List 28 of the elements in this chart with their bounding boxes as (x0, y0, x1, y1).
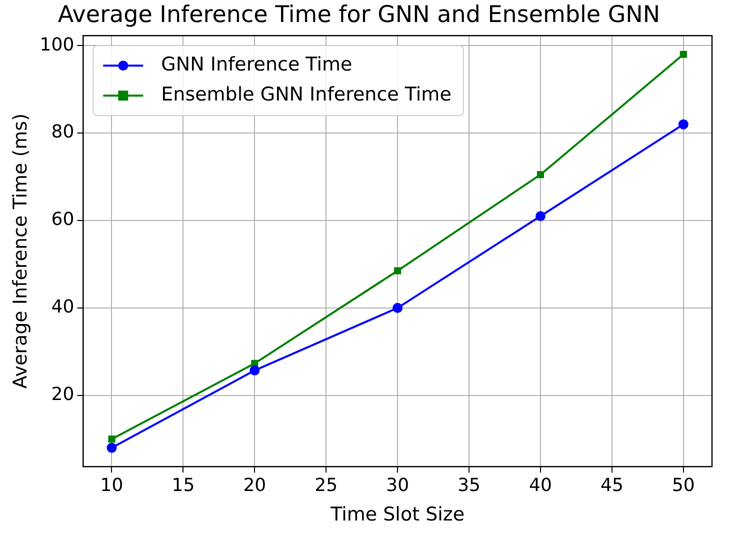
x-tick-label: 10 (100, 475, 124, 496)
y-axis-title: Average Inference Time (ms) (9, 114, 32, 389)
y-tick-label: 60 (51, 209, 74, 230)
y-tick-label: 80 (51, 122, 74, 143)
point (108, 436, 116, 443)
point (392, 302, 403, 313)
x-tick-label: 20 (243, 475, 266, 496)
point (250, 365, 260, 376)
y-tick-label: 40 (51, 296, 74, 318)
point (680, 50, 687, 58)
x-tick-label: 25 (314, 475, 338, 496)
x-tick-label: 15 (172, 475, 195, 496)
legend-label: GNN Inference Time (161, 54, 352, 76)
point (394, 267, 402, 274)
x-tick-label: 50 (672, 475, 695, 496)
x-tick-label: 35 (458, 475, 480, 496)
point (535, 211, 546, 222)
x-axis-title: Time Slot Size (330, 504, 465, 526)
x-tick-label: 45 (600, 475, 624, 496)
legend-label: Ensemble GNN Inference Time (161, 84, 452, 106)
point (536, 171, 544, 178)
chart-title: Average Inference Time for GNN and Ensemble GNN (58, 2, 660, 28)
y-tick-label: 20 (51, 384, 74, 406)
point (106, 442, 117, 453)
point (678, 119, 688, 130)
y-tick-label: 100 (40, 34, 74, 56)
x-tick-label: 30 (386, 475, 410, 496)
x-tick-label: 40 (529, 475, 552, 496)
